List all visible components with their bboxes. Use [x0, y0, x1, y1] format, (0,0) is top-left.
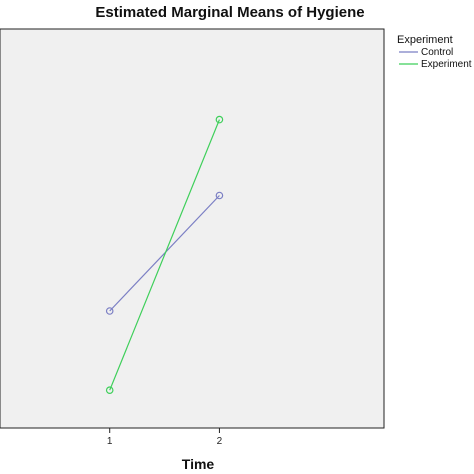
legend-label-control: Control — [421, 47, 453, 58]
data-point-control — [105, 307, 114, 315]
series-line-experiment — [109, 119, 220, 391]
x-tick-label: 1 — [107, 436, 113, 447]
series-line-control — [109, 195, 220, 312]
plot-area — [0, 28, 385, 429]
legend-label-experiment: Experiment — [421, 59, 472, 70]
legend-title: Experiment — [397, 34, 453, 46]
x-axis-title: Time — [182, 456, 215, 472]
data-point-control — [215, 191, 224, 200]
data-point-experiment — [105, 386, 114, 395]
data-point-experiment — [215, 115, 224, 124]
x-tick-label: 2 — [217, 436, 223, 447]
series-layer — [105, 115, 224, 395]
chart-title: Estimated Marginal Means of Hygiene — [95, 4, 364, 21]
